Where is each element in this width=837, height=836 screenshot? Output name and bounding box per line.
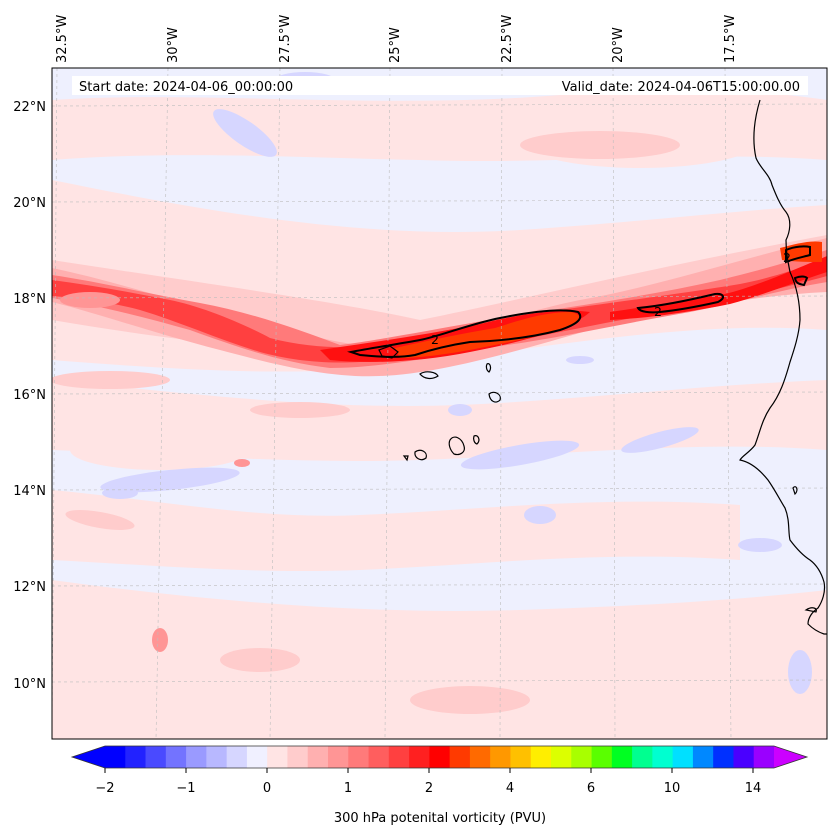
colorbar-cell [510,746,532,768]
lon-label-20w: 20°W [611,27,626,63]
lon-label-17-5w: 17.5°W [723,15,738,63]
lon-label-30w: 30°W [166,27,181,63]
colorbar-cell [733,746,755,768]
colorbar-ticks [104,768,754,773]
contour-label-2-a: 2 [431,332,439,347]
colorbar-tick-labels: −2 −1 0 1 2 4 6 10 14 [95,781,761,796]
colorbar-title: 300 hPa potenital vorticity (PVU) [334,811,546,826]
colorbar-cells [105,746,775,768]
colorbar-over-arrow [774,746,807,768]
colorbar-cell [713,746,734,768]
colorbar-cell [287,746,309,768]
colorbar: −2 −1 0 1 2 4 6 10 14 300 hPa potenital … [70,745,809,826]
pv-streak-peak [395,241,822,358]
colorbar-cell [388,746,410,768]
colorbar-cell [591,746,613,768]
colorbar-cell [530,746,552,768]
colorbar-cell [409,746,430,768]
lat-label-14n: 14°N [13,484,46,499]
colorbar-under-arrow [72,746,105,768]
latitude-labels: 22°N 20°N 18°N 16°N 14°N 12°N 10°N [13,100,46,692]
colorbar-cell [206,746,228,768]
lon-label-25w: 25°W [388,27,403,63]
cb-tick-label: 10 [664,781,681,796]
pv-small-cells [60,292,250,652]
lat-label-22n: 22°N [13,100,46,115]
start-date-label: Start date: 2024-04-06_00:00:00 [79,80,293,95]
longitude-labels: 32.5°W 30°W 27.5°W 25°W 22.5°W 20°W 17.5… [55,15,738,63]
colorbar-cell [469,746,491,768]
graticule [52,68,827,739]
colorbar-cell [551,746,572,768]
lat-label-12n: 12°N [13,580,46,595]
cb-tick-label: 14 [745,781,762,796]
valid-date-label: Valid_date: 2024-04-06T15:00:00.00 [562,80,800,95]
colorbar-cell [226,746,248,768]
colorbar-cell [186,746,207,768]
colorbar-cell [267,746,288,768]
lon-label-32-5w: 32.5°W [55,15,70,63]
colorbar-cell [429,746,451,768]
lat-label-18n: 18°N [13,292,46,307]
colorbar-cell [632,746,653,768]
map-frame [51,67,828,740]
coastlines [378,99,827,635]
colorbar-cell [165,746,187,768]
lon-label-22-5w: 22.5°W [500,15,515,63]
cb-tick-label: 2 [425,781,433,796]
cb-tick-label: 6 [587,781,595,796]
date-banner [72,76,808,95]
contour-label-2-b: 2 [654,304,662,319]
colorbar-cell [692,746,714,768]
colorbar-cell [652,746,674,768]
colorbar-cell [328,746,349,768]
colorbar-cell [368,746,390,768]
map-panel: 2 2 2 [52,68,827,739]
cb-tick-label: −1 [176,781,195,796]
lat-label-16n: 16°N [13,388,46,403]
lat-label-20n: 20°N [13,196,46,211]
colorbar-cell [105,746,126,768]
colorbar-cell [449,746,471,768]
cb-tick-label: 4 [506,781,514,796]
cb-tick-label: 0 [263,781,271,796]
lat-label-10n: 10°N [13,677,46,692]
pv-2-contour [347,245,811,358]
cb-tick-label: 1 [344,781,352,796]
colorbar-cell [571,746,592,768]
colorbar-cell [348,746,369,768]
colorbar-cell [125,746,146,768]
colorbar-cell [246,746,268,768]
colorbar-cell [145,746,167,768]
lon-label-27-5w: 27.5°W [278,15,293,63]
colorbar-cell [611,746,633,768]
colorbar-cell [672,746,694,768]
pv-streak-inner [52,258,827,363]
cb-tick-label: −2 [95,781,114,796]
colorbar-cell [753,746,775,768]
colorbar-cell [307,746,329,768]
colorbar-cell [490,746,511,768]
